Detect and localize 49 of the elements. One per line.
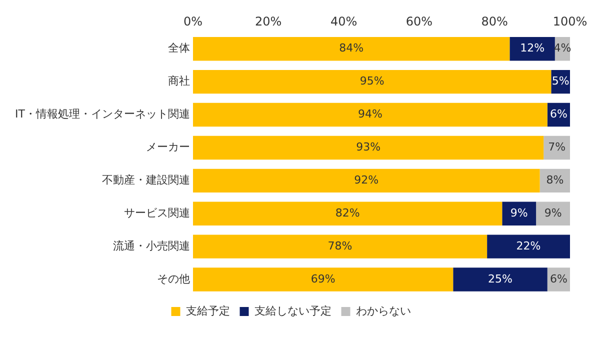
bar (502, 202, 536, 226)
data-label: 8% (546, 174, 564, 187)
legend-label: 支給しない予定 (254, 304, 332, 318)
data-label: 6% (550, 108, 568, 121)
data-label: 22% (516, 239, 541, 252)
bar (192, 136, 544, 160)
data-label: 95% (360, 74, 384, 88)
data-label: 9% (510, 206, 528, 220)
bar (192, 70, 552, 94)
y-tick-label: メーカー (146, 140, 190, 154)
x-tick-label: 0% (183, 14, 202, 28)
data-label: 94% (358, 108, 382, 121)
bar (192, 268, 454, 292)
data-label: 92% (354, 174, 379, 187)
data-label: 9% (544, 206, 562, 220)
bar (510, 37, 555, 61)
bar (487, 234, 570, 258)
bar (192, 37, 510, 61)
bar (192, 202, 502, 226)
bar (192, 168, 540, 193)
x-tick-label: 40% (330, 14, 358, 28)
y-tick-label: サービス関連 (124, 206, 190, 220)
data-label: 25% (488, 272, 512, 286)
y-tick-label: 流通・小売関連 (112, 239, 190, 252)
data-label: 7% (548, 140, 566, 154)
data-label: 93% (356, 140, 381, 154)
bar (192, 234, 488, 258)
bar (536, 202, 570, 226)
x-tick-label: 100% (552, 14, 588, 28)
legend-label: わからない (356, 304, 411, 318)
data-label: 69% (310, 272, 336, 286)
bar (544, 136, 570, 160)
y-tick-label: 全体 (168, 42, 190, 55)
legend-label: 支給予定 (186, 304, 230, 318)
data-label: 82% (335, 206, 360, 220)
y-tick-label: 商社 (168, 74, 190, 88)
bar (453, 268, 548, 292)
bar (192, 102, 548, 127)
x-tick-label: 80% (481, 14, 508, 28)
data-label: 78% (328, 239, 352, 252)
data-label: 5% (552, 74, 570, 88)
data-label: 12% (520, 42, 545, 55)
data-label: 84% (339, 42, 364, 55)
x-tick-label: 20% (255, 14, 282, 28)
data-label: 6% (550, 272, 568, 286)
y-tick-label: その他 (156, 272, 190, 286)
y-tick-label: 不動産・建設関連 (102, 174, 190, 187)
x-tick-label: 60% (406, 14, 433, 28)
y-tick-label: IT・情報処理・インターネット関連 (14, 108, 190, 121)
